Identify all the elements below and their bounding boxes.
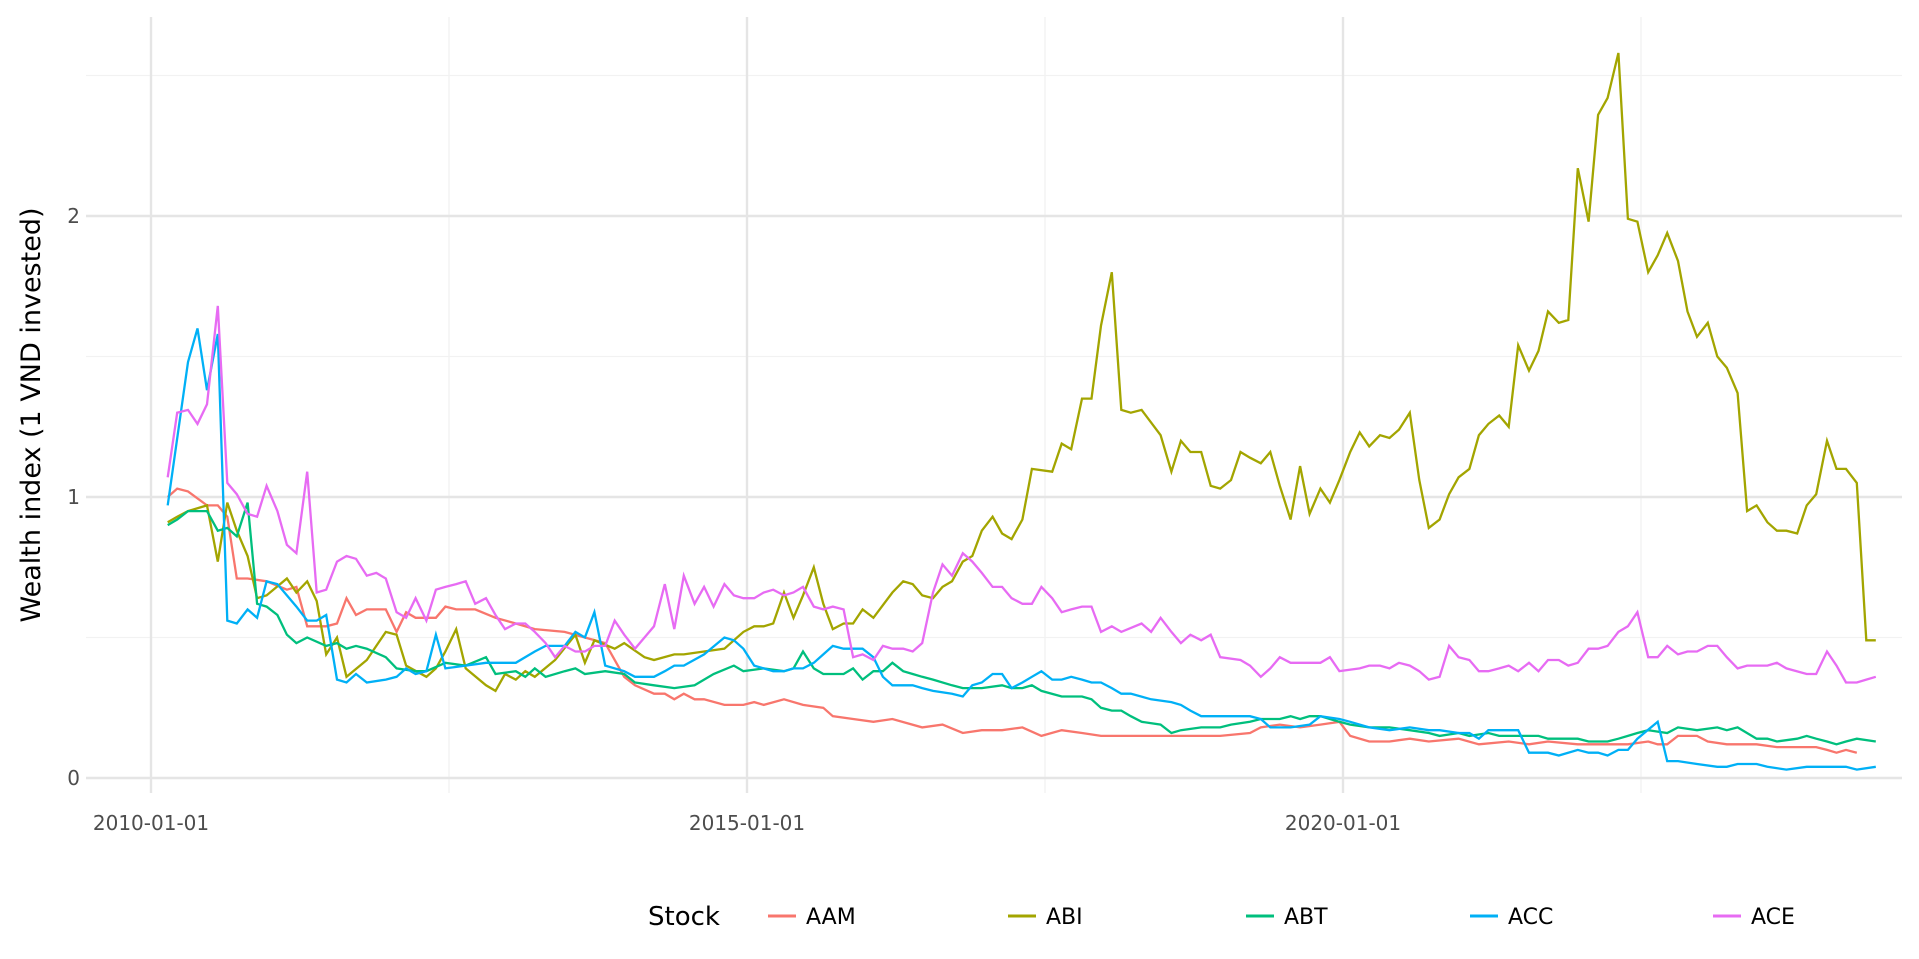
series-line-acc: [166, 328, 1876, 771]
series-lines: [166, 52, 1877, 771]
x-tick-label: 2020-01-01: [1285, 811, 1401, 835]
series-line-abi: [167, 52, 1876, 693]
y-tick-label: 0: [67, 766, 80, 790]
legend-label: ABT: [1284, 905, 1328, 930]
legend-label: AAM: [806, 905, 856, 930]
series-line-ace: [166, 305, 1877, 684]
legend-title: Stock: [648, 902, 720, 932]
legend: Stock AAM ABI ABT ACC ACE: [648, 902, 1795, 932]
legend-label: ABI: [1046, 905, 1083, 930]
legend-label: ACC: [1508, 905, 1553, 930]
legend-items: AAM ABI ABT ACC ACE: [768, 905, 1795, 930]
y-axis-ticks: 0 1 2: [67, 204, 80, 790]
legend-item-acc: ACC: [1470, 905, 1553, 930]
series-line-aam: [166, 487, 1858, 754]
legend-item-abi: ABI: [1008, 905, 1083, 930]
legend-item-aam: AAM: [768, 905, 856, 930]
major-gridlines: [86, 17, 1902, 793]
y-axis-title: Wealth index (1 VND invested): [16, 208, 47, 623]
x-tick-label: 2015-01-01: [689, 811, 805, 835]
x-tick-label: 2010-01-01: [93, 811, 209, 835]
y-tick-label: 1: [67, 485, 80, 509]
legend-item-abt: ABT: [1246, 905, 1328, 930]
y-tick-label: 2: [67, 204, 80, 228]
legend-item-ace: ACE: [1713, 905, 1795, 930]
minor-gridlines: [86, 17, 1902, 793]
series-line-abt: [167, 502, 1876, 746]
legend-label: ACE: [1751, 905, 1795, 930]
x-axis-ticks: 2010-01-01 2015-01-01 2020-01-01: [93, 811, 1401, 835]
